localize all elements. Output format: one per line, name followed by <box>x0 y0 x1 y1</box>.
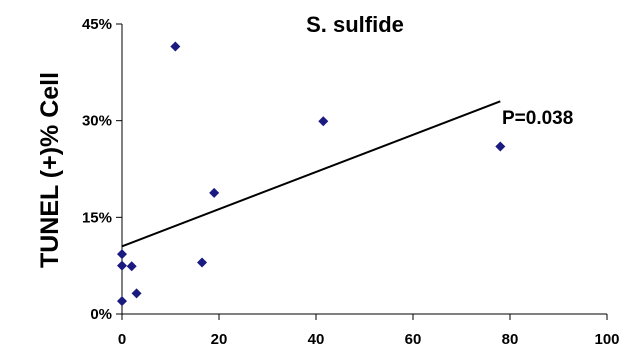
y-axis-ticks: 0% 15% 30% 45% <box>82 16 122 323</box>
y-tick-label: 15% <box>82 209 112 226</box>
data-point <box>126 261 137 272</box>
x-tick-label: 20 <box>211 331 228 348</box>
y-axis-label: TUNEL (+)% Cell <box>36 72 64 268</box>
data-point <box>495 141 506 152</box>
x-tick-label: 60 <box>405 331 422 348</box>
y-tick-label: 45% <box>82 16 112 33</box>
chart-title: S. sulfide <box>306 12 404 37</box>
data-point <box>318 116 329 127</box>
p-value-annotation: P=0.038 <box>502 108 573 129</box>
data-point <box>197 257 208 268</box>
data-point <box>117 249 127 260</box>
x-tick-label: 80 <box>502 331 519 348</box>
x-tick-label: 100 <box>594 331 619 348</box>
data-point <box>131 288 142 299</box>
x-tick-label: 40 <box>308 331 325 348</box>
x-tick-label: 0 <box>118 331 126 348</box>
data-point <box>209 187 220 198</box>
y-tick-label: 0% <box>90 306 112 323</box>
trend-line <box>121 100 501 248</box>
x-axis-ticks: 0 20 40 60 80 100 <box>118 314 620 348</box>
data-point <box>117 260 127 271</box>
y-tick-label: 30% <box>82 113 112 130</box>
data-point <box>117 296 127 307</box>
data-points <box>117 41 506 307</box>
data-point <box>170 41 181 52</box>
